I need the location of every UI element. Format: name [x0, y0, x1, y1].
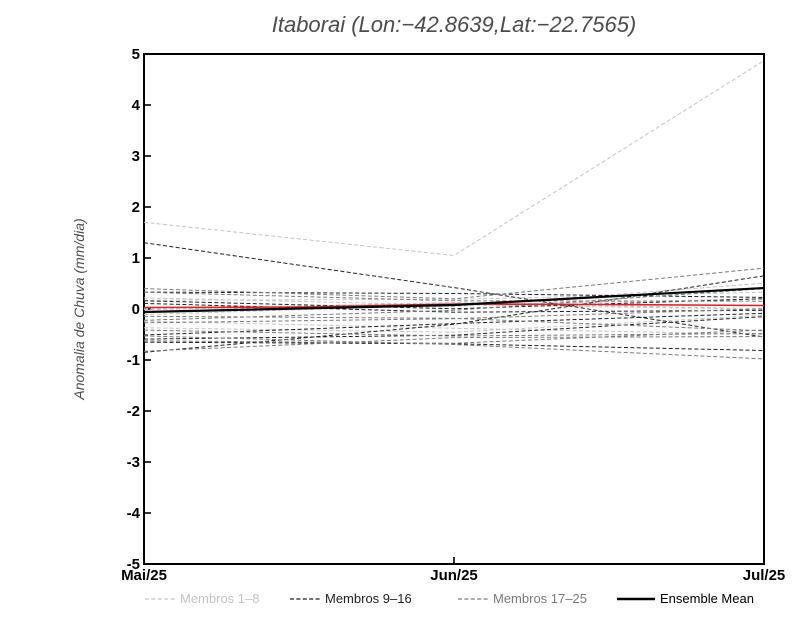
- svg-text:-4: -4: [127, 505, 141, 522]
- svg-text:-1: -1: [127, 352, 140, 369]
- svg-text:0: 0: [132, 301, 140, 318]
- svg-text:Jul/25: Jul/25: [743, 567, 786, 584]
- svg-text:Anomalia de Chuva (mm/dia): Anomalia de Chuva (mm/dia): [71, 218, 87, 400]
- svg-text:2: 2: [132, 199, 140, 216]
- svg-text:Membros 1–8: Membros 1–8: [180, 591, 259, 606]
- svg-text:-3: -3: [127, 454, 140, 471]
- svg-text:3: 3: [132, 148, 140, 165]
- svg-text:Itaborai (Lon:−42.8639,Lat:−22: Itaborai (Lon:−42.8639,Lat:−22.7565): [272, 12, 637, 37]
- svg-text:Membros 17–25: Membros 17–25: [493, 591, 587, 606]
- svg-text:4: 4: [132, 97, 141, 114]
- svg-text:-2: -2: [127, 403, 140, 420]
- svg-text:1: 1: [132, 250, 140, 267]
- svg-text:Ensemble Mean: Ensemble Mean: [660, 591, 754, 606]
- svg-text:Membros 9–16: Membros 9–16: [325, 591, 412, 606]
- svg-text:Jun/25: Jun/25: [430, 567, 478, 584]
- svg-text:Mai/25: Mai/25: [121, 567, 167, 584]
- svg-text:5: 5: [132, 46, 140, 63]
